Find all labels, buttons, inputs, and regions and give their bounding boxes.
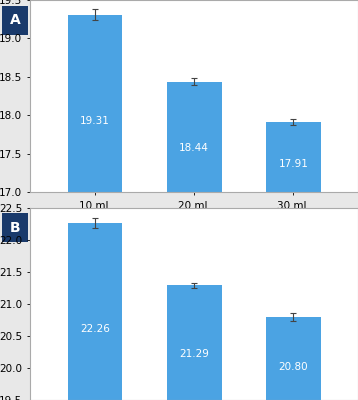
Bar bbox=[68, 15, 122, 192]
Bar bbox=[68, 223, 122, 400]
FancyBboxPatch shape bbox=[3, 214, 28, 242]
Bar bbox=[167, 285, 222, 400]
Text: 22.26: 22.26 bbox=[80, 324, 110, 334]
Text: A: A bbox=[10, 13, 21, 27]
Text: 17.91: 17.91 bbox=[279, 159, 308, 169]
Bar bbox=[266, 317, 321, 400]
Text: 18.44: 18.44 bbox=[179, 143, 209, 153]
X-axis label: Different Urine Volumes: Different Urine Volumes bbox=[119, 214, 270, 224]
Text: B: B bbox=[10, 221, 20, 235]
Text: 21.29: 21.29 bbox=[179, 349, 209, 359]
Bar bbox=[266, 122, 321, 192]
Text: 20.80: 20.80 bbox=[279, 362, 308, 372]
Text: 19.31: 19.31 bbox=[80, 116, 110, 126]
FancyBboxPatch shape bbox=[3, 6, 28, 35]
Bar bbox=[167, 82, 222, 192]
